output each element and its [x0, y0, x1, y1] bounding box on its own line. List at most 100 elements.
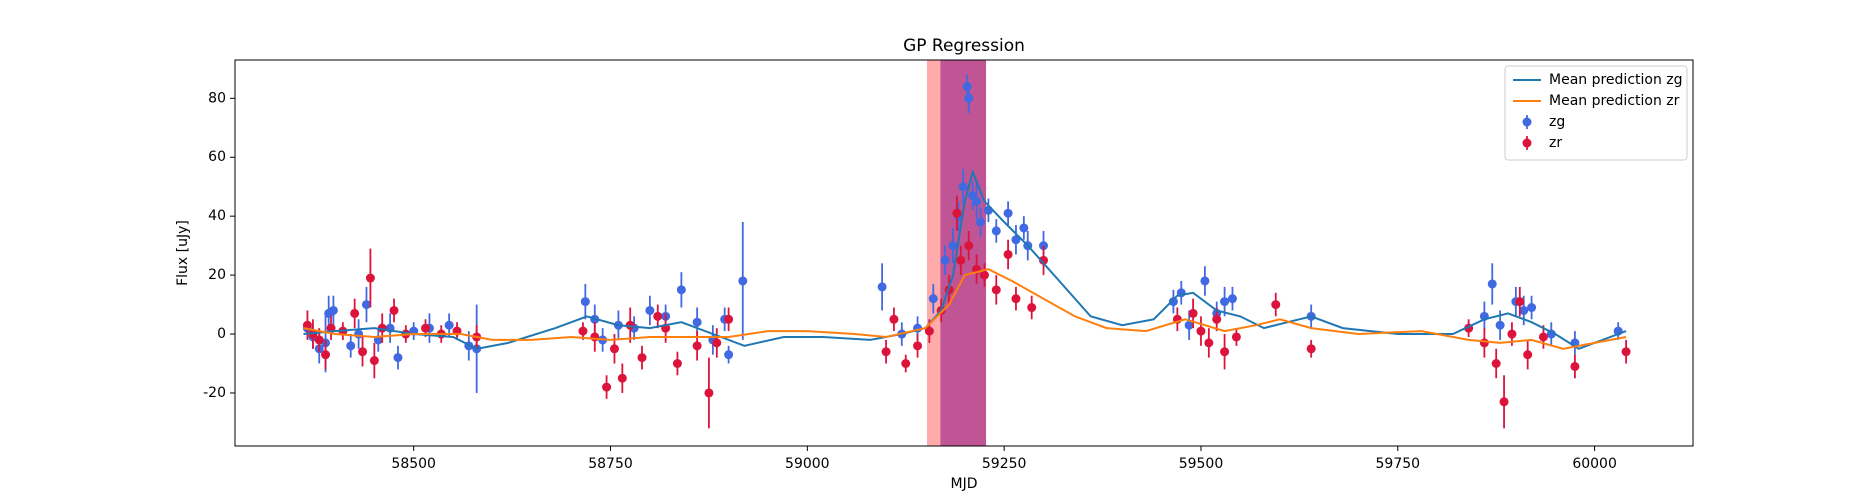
- x-tick-label: 58750: [588, 456, 633, 472]
- data-point: [913, 341, 923, 351]
- plot-frame: [234, 59, 1694, 447]
- data-point: [964, 241, 974, 251]
- data-point: [361, 300, 371, 310]
- data-point: [1168, 297, 1178, 307]
- data-point: [578, 326, 588, 336]
- data-point: [692, 341, 702, 351]
- data-point: [1212, 314, 1222, 324]
- data-point: [1491, 358, 1501, 368]
- data-point: [1011, 235, 1021, 245]
- data-point: [1220, 297, 1230, 307]
- data-point: [346, 341, 356, 351]
- data-point: [991, 226, 1001, 236]
- data-point: [1184, 320, 1194, 330]
- legend-box: [1504, 65, 1688, 161]
- legend-label: Mean prediction zg: [1549, 72, 1683, 88]
- y-tick-label: -20: [203, 385, 226, 401]
- legend-label: zg: [1549, 114, 1565, 130]
- data-point: [617, 373, 627, 383]
- data-point: [940, 255, 950, 265]
- data-point: [952, 208, 962, 218]
- data-point: [358, 347, 368, 357]
- x-axis-label: MJD: [951, 476, 978, 492]
- data-point: [1196, 326, 1206, 336]
- x-tick-label: 58500: [391, 456, 436, 472]
- data-point: [590, 332, 600, 342]
- data-point: [672, 358, 682, 368]
- data-point: [956, 255, 966, 265]
- data-point: [962, 82, 972, 92]
- data-point: [1527, 303, 1537, 313]
- data-point: [350, 308, 360, 318]
- data-point: [1200, 276, 1210, 286]
- y-tick-label: 0: [217, 326, 226, 342]
- data-point: [393, 353, 403, 363]
- data-point: [1570, 361, 1580, 371]
- data-point: [314, 335, 324, 345]
- data-point: [1487, 279, 1497, 289]
- data-point: [1188, 308, 1198, 318]
- data-point: [444, 320, 454, 330]
- data-point: [712, 338, 722, 348]
- mean-line: [303, 168, 1627, 350]
- data-point: [602, 382, 612, 392]
- legend-label: Mean prediction zr: [1549, 93, 1680, 109]
- y-tick-label: 80: [208, 90, 226, 106]
- data-point: [389, 305, 399, 315]
- data-point: [1231, 332, 1241, 342]
- data-point: [580, 297, 590, 307]
- legend-marker: [1522, 117, 1532, 127]
- plot-area: [302, 60, 1631, 446]
- data-point: [1519, 305, 1529, 315]
- data-point: [991, 285, 1001, 295]
- data-point: [1499, 397, 1509, 407]
- data-point: [1003, 249, 1013, 259]
- data-point: [653, 311, 663, 321]
- data-point: [369, 356, 379, 366]
- data-point: [692, 317, 702, 327]
- data-point: [421, 323, 431, 333]
- data-point: [948, 241, 958, 251]
- legend-label: zr: [1549, 135, 1562, 151]
- data-point: [924, 326, 934, 336]
- data-point: [724, 350, 734, 360]
- data-point: [877, 282, 887, 292]
- data-point: [328, 305, 338, 315]
- data-point: [1479, 338, 1489, 348]
- data-point: [1306, 344, 1316, 354]
- y-axis-label: Flux [uJy]: [175, 220, 191, 286]
- data-point: [1271, 300, 1281, 310]
- data-point: [979, 270, 989, 280]
- data-point: [1507, 329, 1517, 339]
- data-point: [983, 205, 993, 215]
- data-point: [724, 314, 734, 324]
- data-point: [738, 276, 748, 286]
- data-point: [321, 350, 331, 360]
- chart-title: GP Regression: [903, 36, 1025, 56]
- data-point: [1523, 350, 1533, 360]
- x-tick-label: 60000: [1572, 456, 1617, 472]
- data-point: [365, 273, 375, 283]
- x-tick-label: 59500: [1179, 456, 1224, 472]
- data-point: [1220, 347, 1230, 357]
- data-point: [1538, 332, 1548, 342]
- data-point: [928, 294, 938, 304]
- data-point: [1027, 303, 1037, 313]
- x-tick-label: 59250: [982, 456, 1027, 472]
- legend-marker: [1522, 138, 1532, 148]
- data-point: [901, 358, 911, 368]
- x-tick-label: 59000: [785, 456, 830, 472]
- data-point: [1003, 208, 1013, 218]
- data-point: [1204, 338, 1214, 348]
- data-point: [1621, 347, 1631, 357]
- data-point: [964, 93, 974, 103]
- y-tick-label: 40: [208, 208, 226, 224]
- data-point: [645, 305, 655, 315]
- data-point: [976, 217, 986, 227]
- data-point: [676, 285, 686, 295]
- data-point: [1227, 294, 1237, 304]
- data-point: [609, 344, 619, 354]
- mean-line: [303, 268, 1627, 350]
- data-point: [972, 196, 982, 206]
